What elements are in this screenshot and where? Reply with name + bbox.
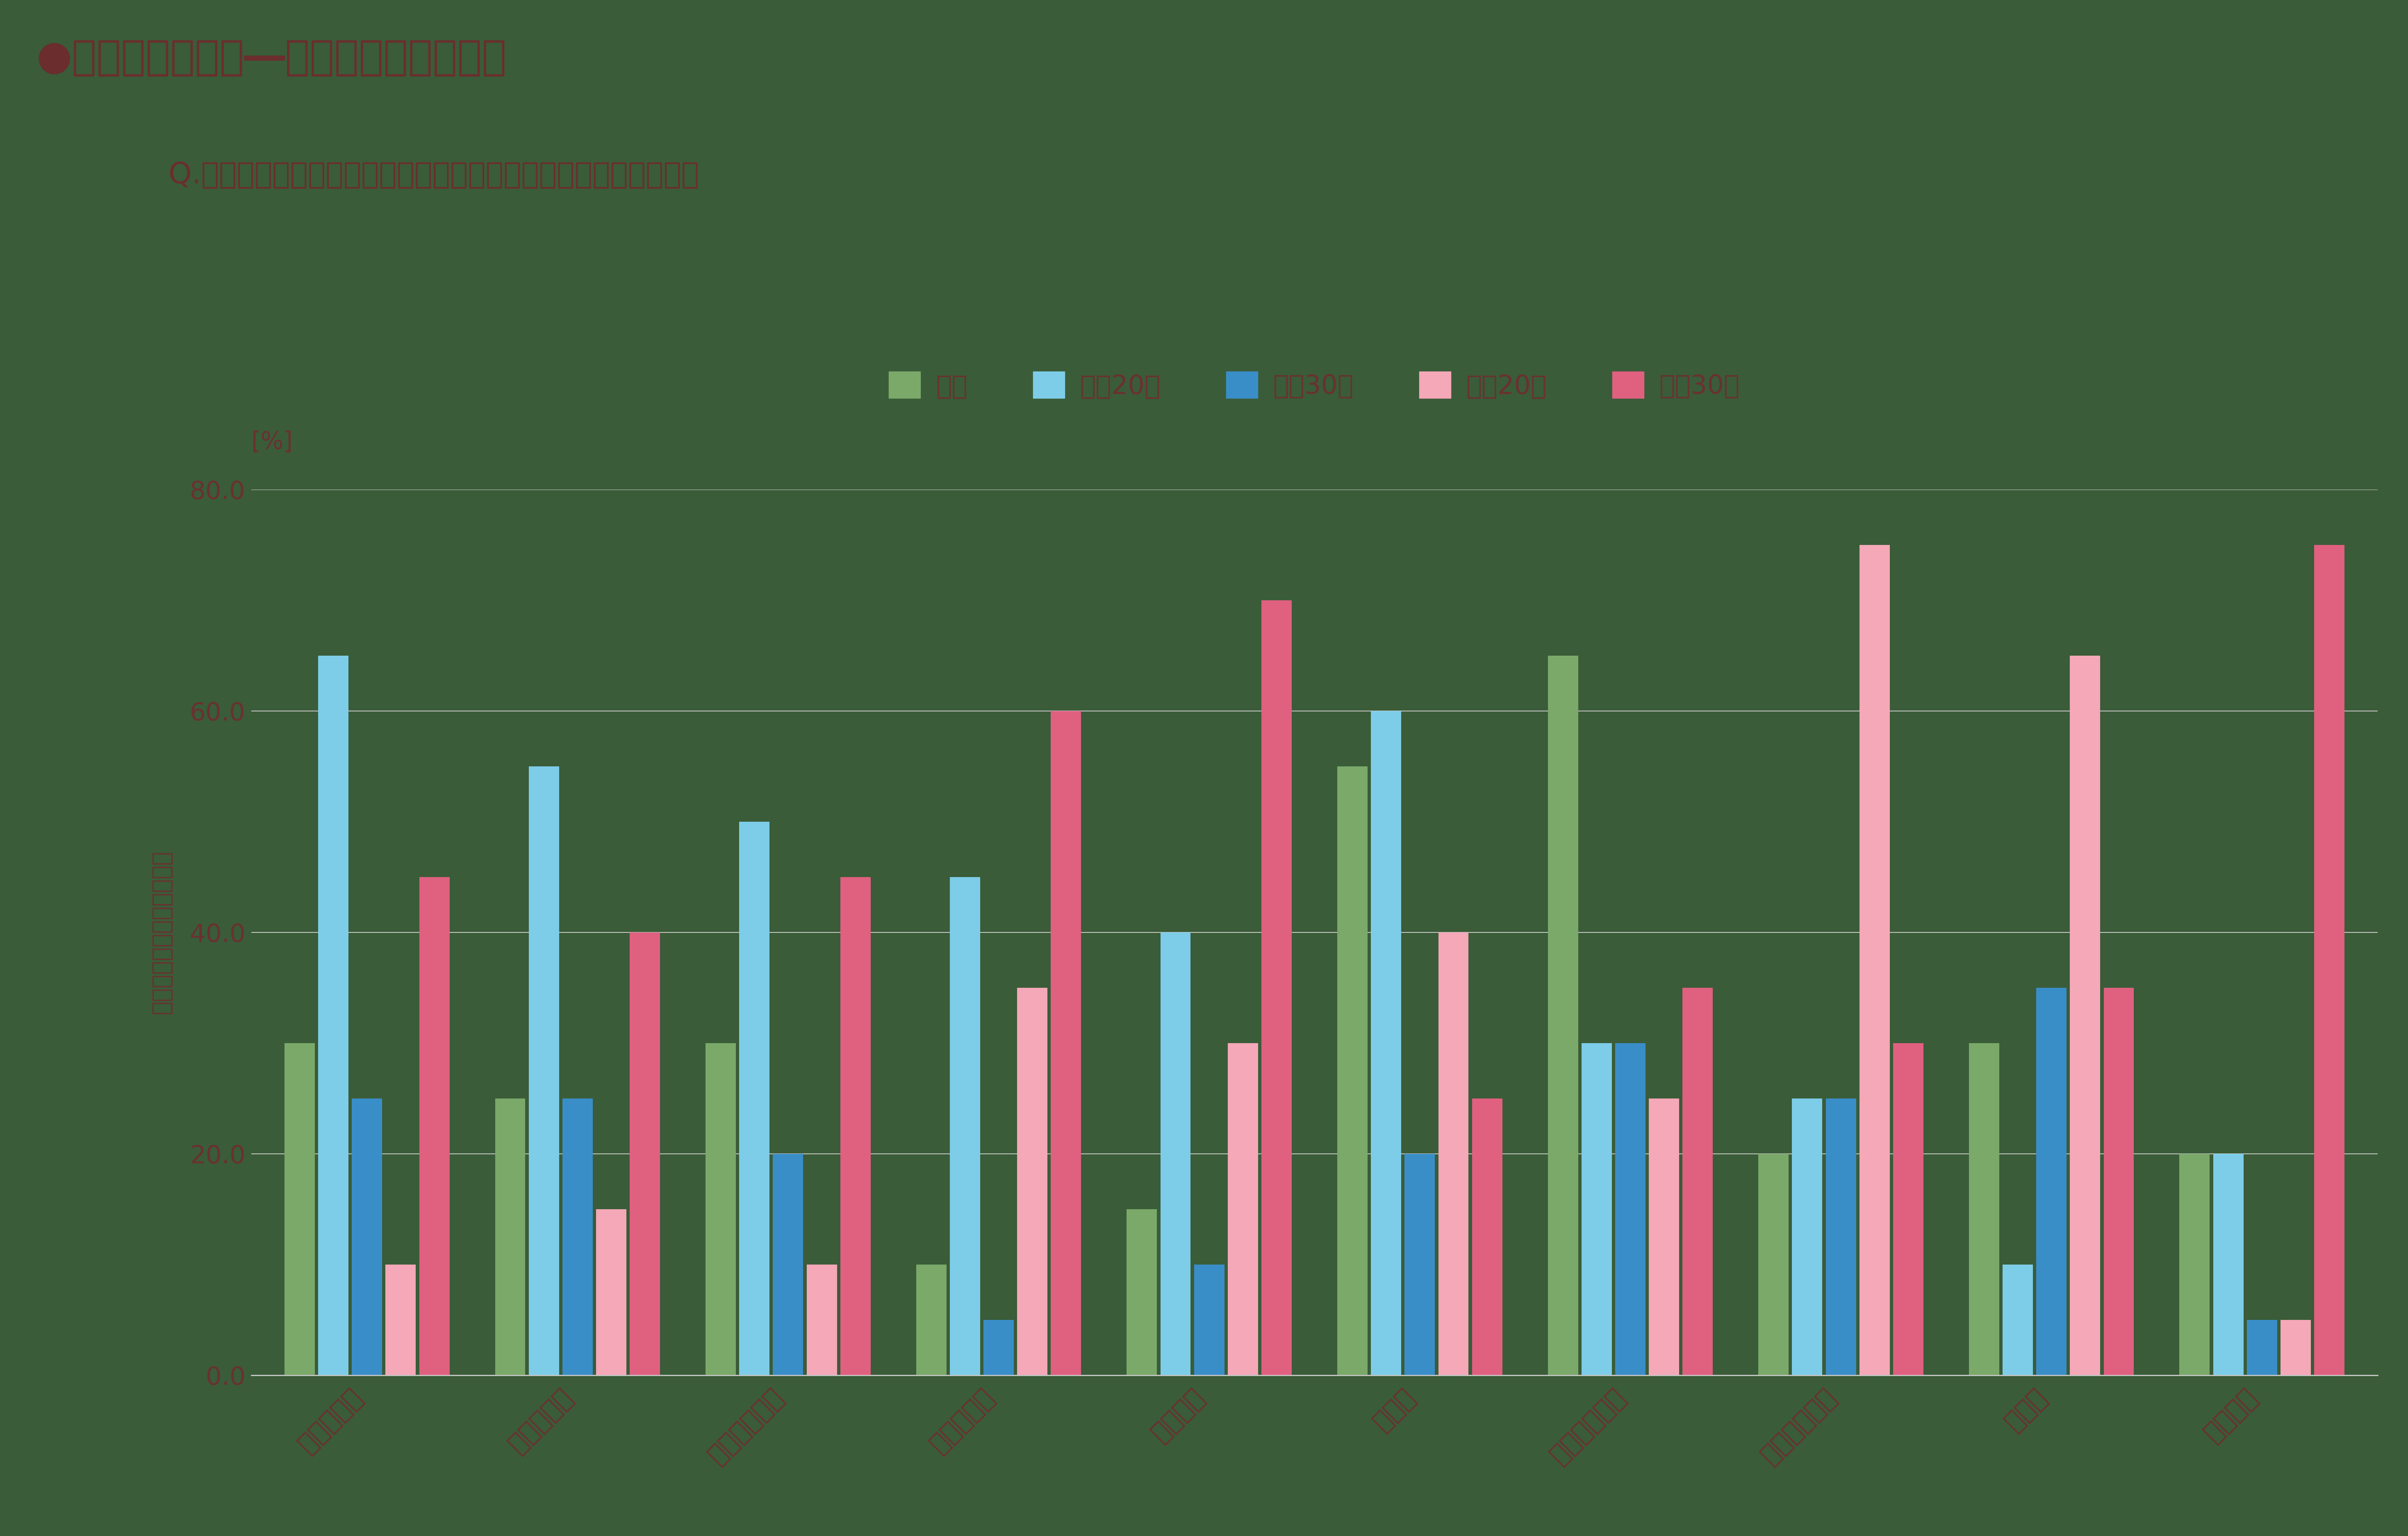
Text: Q.あなたが商品を購入するときに、重視する点をお答えください: Q.あなたが商品を購入するときに、重視する点をお答えください bbox=[169, 161, 698, 189]
Bar bbox=[2314, 545, 2345, 1375]
Bar bbox=[706, 1043, 737, 1375]
Text: ●分析軸間の違い―複数回答形式の場合: ●分析軸間の違い―複数回答形式の場合 bbox=[36, 38, 506, 78]
Bar bbox=[1649, 1098, 1678, 1375]
Bar bbox=[563, 1098, 592, 1375]
Legend: 全体, 男性20代, 男性30代, 女性20代, 女性30代: 全体, 男性20代, 男性30代, 女性20代, 女性30代 bbox=[879, 361, 1751, 410]
Bar bbox=[631, 932, 660, 1375]
Bar bbox=[496, 1098, 525, 1375]
Bar bbox=[1582, 1043, 1611, 1375]
Bar bbox=[949, 877, 980, 1375]
Bar bbox=[915, 1264, 946, 1375]
Bar bbox=[1404, 1154, 1435, 1375]
Bar bbox=[352, 1098, 383, 1375]
Bar bbox=[1471, 1098, 1503, 1375]
Bar bbox=[739, 822, 771, 1375]
Bar bbox=[597, 1209, 626, 1375]
Bar bbox=[1859, 545, 1890, 1375]
Bar bbox=[1228, 1043, 1257, 1375]
Bar bbox=[1262, 601, 1291, 1375]
Bar bbox=[1758, 1154, 1789, 1375]
Bar bbox=[807, 1264, 838, 1375]
Bar bbox=[1548, 656, 1577, 1375]
Bar bbox=[1127, 1209, 1156, 1375]
Bar bbox=[1616, 1043, 1645, 1375]
Bar bbox=[2071, 656, 2100, 1375]
Bar bbox=[2247, 1319, 2278, 1375]
Bar bbox=[385, 1264, 417, 1375]
Bar bbox=[1336, 766, 1368, 1375]
Bar bbox=[2003, 1264, 2032, 1375]
Bar bbox=[982, 1319, 1014, 1375]
Bar bbox=[1893, 1043, 1924, 1375]
Bar bbox=[1825, 1098, 1857, 1375]
Bar bbox=[1370, 711, 1401, 1375]
Bar bbox=[318, 656, 349, 1375]
Text: [%]: [%] bbox=[250, 430, 294, 455]
Bar bbox=[1683, 988, 1712, 1375]
Bar bbox=[530, 766, 559, 1375]
Bar bbox=[284, 1043, 315, 1375]
Bar bbox=[2105, 988, 2133, 1375]
Bar bbox=[2179, 1154, 2211, 1375]
Bar bbox=[840, 877, 872, 1375]
Bar bbox=[2213, 1154, 2244, 1375]
Bar bbox=[1792, 1098, 1823, 1375]
Bar bbox=[1161, 932, 1190, 1375]
Bar bbox=[2280, 1319, 2312, 1375]
Y-axis label: 回答者の割合（回答比率）: 回答者の割合（回答比率） bbox=[152, 851, 173, 1014]
Bar bbox=[1016, 988, 1047, 1375]
Bar bbox=[2037, 988, 2066, 1375]
Bar bbox=[1050, 711, 1081, 1375]
Bar bbox=[773, 1154, 804, 1375]
Bar bbox=[1438, 932, 1469, 1375]
Bar bbox=[1194, 1264, 1223, 1375]
Bar bbox=[1970, 1043, 1999, 1375]
Bar bbox=[419, 877, 450, 1375]
